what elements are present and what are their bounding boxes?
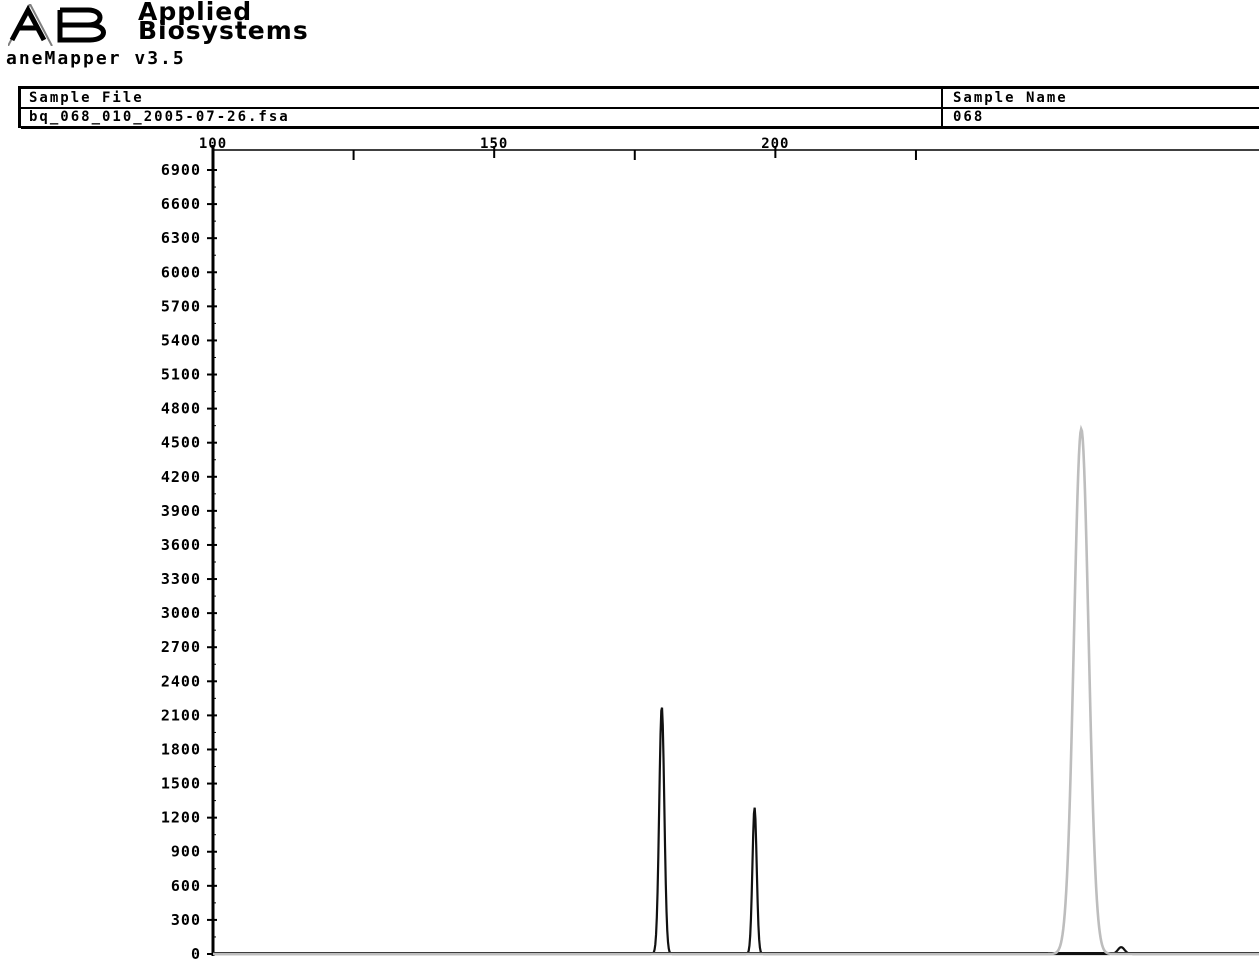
- y-tick-label-1800: 1800: [161, 740, 201, 758]
- y-tick-label-4200: 4200: [161, 468, 201, 486]
- y-tick-label-0: 0: [191, 945, 201, 963]
- brand-line-1: Applied: [138, 0, 253, 26]
- y-tick-label-2100: 2100: [161, 706, 201, 724]
- y-tick-label-4800: 4800: [161, 400, 201, 418]
- sample-file-label: Sample File: [29, 90, 144, 106]
- y-tick-label-5100: 5100: [161, 366, 201, 384]
- sample-file-value: bq_068_010_2005-07-26.fsa: [29, 109, 290, 125]
- y-tick-label-1500: 1500: [161, 775, 201, 793]
- y-tick-label-1200: 1200: [161, 809, 201, 827]
- y-tick-label-6300: 6300: [161, 229, 201, 247]
- y-tick-label-2400: 2400: [161, 672, 201, 690]
- sample-header-table: Sample File bq_068_010_2005-07-26.fsa Sa…: [18, 86, 1259, 129]
- x-tick-label-150: 150: [480, 136, 508, 152]
- sample-name-label: Sample Name: [953, 90, 1068, 106]
- y-tick-label-6600: 6600: [161, 195, 201, 213]
- y-tick-label-6900: 6900: [161, 161, 201, 179]
- y-tick-label-2700: 2700: [161, 638, 201, 656]
- y-tick-label-300: 300: [171, 911, 201, 929]
- y-tick-label-6000: 6000: [161, 263, 201, 281]
- x-tick-label-200: 200: [761, 136, 789, 152]
- y-tick-label-3900: 3900: [161, 502, 201, 520]
- sample-name-value: 068: [953, 109, 985, 125]
- trace-series-2: [213, 424, 1259, 956]
- y-tick-label-3000: 3000: [161, 604, 201, 622]
- y-tick-label-600: 600: [171, 877, 201, 895]
- y-tick-label-4500: 4500: [161, 434, 201, 452]
- brand-name: Applied Biosystems: [138, 0, 309, 45]
- y-tick-label-5700: 5700: [161, 297, 201, 315]
- brand-line-2: Biosystems: [138, 16, 309, 45]
- y-tick-label-3600: 3600: [161, 536, 201, 554]
- applied-biosystems-logo-icon: [8, 4, 106, 46]
- y-tick-label-5400: 5400: [161, 331, 201, 349]
- y-tick-label-3300: 3300: [161, 570, 201, 588]
- app-version: aneMapper v3.5: [6, 48, 186, 69]
- y-tick-label-900: 900: [171, 843, 201, 861]
- x-tick-label-100: 100: [199, 136, 227, 152]
- header-divider: [941, 89, 943, 128]
- trace-series-1: [213, 707, 1259, 956]
